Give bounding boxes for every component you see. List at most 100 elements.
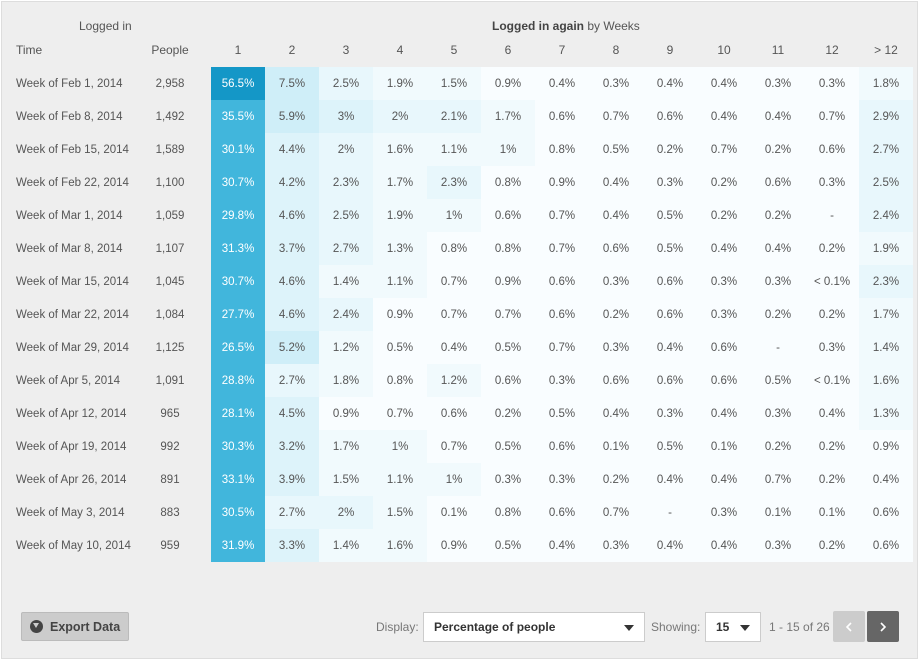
retention-cell[interactable]: 31.9%	[211, 529, 265, 562]
retention-cell[interactable]: 30.7%	[211, 166, 265, 199]
export-data-button[interactable]: Export Data	[21, 612, 129, 641]
retention-cell[interactable]: 2.7%	[265, 496, 319, 529]
retention-cell[interactable]: 0.9%	[427, 529, 481, 562]
retention-cell[interactable]: 0.6%	[535, 100, 589, 133]
retention-cell[interactable]: 1.2%	[427, 364, 481, 397]
retention-cell[interactable]: 1.7%	[481, 100, 535, 133]
retention-cell[interactable]: 0.9%	[481, 265, 535, 298]
retention-cell[interactable]: 0.2%	[697, 166, 751, 199]
retention-cell[interactable]: 4.4%	[265, 133, 319, 166]
retention-cell[interactable]: 0.8%	[481, 232, 535, 265]
retention-cell[interactable]: 0.5%	[643, 430, 697, 463]
retention-cell[interactable]: 2.3%	[427, 166, 481, 199]
retention-cell[interactable]: 0.4%	[697, 100, 751, 133]
retention-cell[interactable]: 0.6%	[535, 265, 589, 298]
retention-cell[interactable]: 0.3%	[697, 298, 751, 331]
retention-cell[interactable]: 0.3%	[643, 397, 697, 430]
retention-cell[interactable]: 26.5%	[211, 331, 265, 364]
week-column-header[interactable]: 4	[396, 43, 404, 57]
retention-cell[interactable]: 0.2%	[805, 529, 859, 562]
retention-cell[interactable]: 0.7%	[427, 265, 481, 298]
week-column-header[interactable]: > 12	[874, 43, 898, 57]
week-column-header[interactable]: 10	[717, 43, 731, 57]
retention-cell[interactable]: 0.5%	[589, 133, 643, 166]
retention-cell[interactable]: 1%	[427, 199, 481, 232]
retention-cell[interactable]: 0.4%	[697, 397, 751, 430]
retention-cell[interactable]: 0.2%	[697, 199, 751, 232]
retention-cell[interactable]: 0.2%	[805, 298, 859, 331]
retention-cell[interactable]: 2.7%	[265, 364, 319, 397]
retention-cell[interactable]: 0.5%	[643, 232, 697, 265]
retention-cell[interactable]: 5.2%	[265, 331, 319, 364]
retention-cell[interactable]: -	[751, 331, 805, 364]
retention-cell[interactable]: 0.3%	[697, 265, 751, 298]
retention-cell[interactable]: 0.2%	[751, 298, 805, 331]
retention-cell[interactable]: 7.5%	[265, 67, 319, 100]
retention-cell[interactable]: 1.4%	[319, 529, 373, 562]
retention-cell[interactable]: 0.6%	[859, 496, 913, 529]
retention-cell[interactable]: 0.9%	[481, 67, 535, 100]
retention-cell[interactable]: 0.3%	[805, 166, 859, 199]
retention-cell[interactable]: 1%	[373, 430, 427, 463]
retention-cell[interactable]: 0.6%	[535, 298, 589, 331]
retention-cell[interactable]: 0.8%	[427, 232, 481, 265]
retention-cell[interactable]: 3.2%	[265, 430, 319, 463]
week-column-header[interactable]: 7	[558, 43, 566, 57]
retention-cell[interactable]: < 0.1%	[805, 364, 859, 397]
people-column-header[interactable]: People	[151, 43, 189, 57]
retention-cell[interactable]: 2.7%	[859, 133, 913, 166]
retention-cell[interactable]: 0.4%	[697, 529, 751, 562]
retention-cell[interactable]: 56.5%	[211, 67, 265, 100]
retention-cell[interactable]: 2.4%	[319, 298, 373, 331]
retention-cell[interactable]: 0.1%	[751, 496, 805, 529]
retention-cell[interactable]: 0.3%	[805, 67, 859, 100]
retention-cell[interactable]: 2.3%	[859, 265, 913, 298]
week-column-header[interactable]: 9	[666, 43, 674, 57]
retention-cell[interactable]: 1.8%	[319, 364, 373, 397]
retention-cell[interactable]: 2.9%	[859, 100, 913, 133]
retention-cell[interactable]: 0.7%	[751, 463, 805, 496]
retention-cell[interactable]: 1.5%	[373, 496, 427, 529]
retention-cell[interactable]: 0.3%	[589, 67, 643, 100]
retention-cell[interactable]: 0.4%	[589, 199, 643, 232]
retention-cell[interactable]: 1.5%	[319, 463, 373, 496]
retention-cell[interactable]: 30.1%	[211, 133, 265, 166]
retention-cell[interactable]: 0.8%	[535, 133, 589, 166]
retention-cell[interactable]: 1.9%	[373, 67, 427, 100]
retention-cell[interactable]: 0.6%	[643, 298, 697, 331]
retention-cell[interactable]: 0.3%	[697, 496, 751, 529]
retention-cell[interactable]: 0.6%	[859, 529, 913, 562]
retention-cell[interactable]: 0.3%	[589, 265, 643, 298]
retention-cell[interactable]: 0.4%	[643, 331, 697, 364]
retention-cell[interactable]: 0.7%	[427, 430, 481, 463]
retention-cell[interactable]: 2%	[373, 100, 427, 133]
retention-cell[interactable]: 2.5%	[319, 67, 373, 100]
retention-cell[interactable]: 1.7%	[859, 298, 913, 331]
retention-cell[interactable]: 4.6%	[265, 298, 319, 331]
retention-cell[interactable]: 0.9%	[859, 430, 913, 463]
retention-cell[interactable]: 0.5%	[481, 430, 535, 463]
retention-cell[interactable]: 0.3%	[535, 364, 589, 397]
retention-cell[interactable]: 0.6%	[751, 166, 805, 199]
retention-cell[interactable]: 0.4%	[643, 463, 697, 496]
week-column-header[interactable]: 1	[234, 43, 242, 57]
retention-cell[interactable]: 1.9%	[859, 232, 913, 265]
retention-cell[interactable]: 0.3%	[589, 529, 643, 562]
retention-cell[interactable]: 2.1%	[427, 100, 481, 133]
next-page-button[interactable]	[867, 611, 899, 642]
retention-cell[interactable]: 1.7%	[373, 166, 427, 199]
retention-cell[interactable]: < 0.1%	[805, 265, 859, 298]
retention-cell[interactable]: 0.4%	[751, 232, 805, 265]
retention-cell[interactable]: 0.4%	[697, 463, 751, 496]
retention-cell[interactable]: 0.1%	[805, 496, 859, 529]
retention-cell[interactable]: 1.1%	[373, 265, 427, 298]
retention-cell[interactable]: -	[805, 199, 859, 232]
retention-cell[interactable]: 0.8%	[481, 496, 535, 529]
retention-cell[interactable]: 0.2%	[751, 133, 805, 166]
week-column-header[interactable]: 8	[612, 43, 620, 57]
retention-cell[interactable]: 1.6%	[373, 133, 427, 166]
retention-cell[interactable]: 0.6%	[589, 232, 643, 265]
retention-cell[interactable]: 0.2%	[589, 298, 643, 331]
week-column-header[interactable]: 11	[771, 43, 785, 57]
retention-cell[interactable]: 0.8%	[373, 364, 427, 397]
